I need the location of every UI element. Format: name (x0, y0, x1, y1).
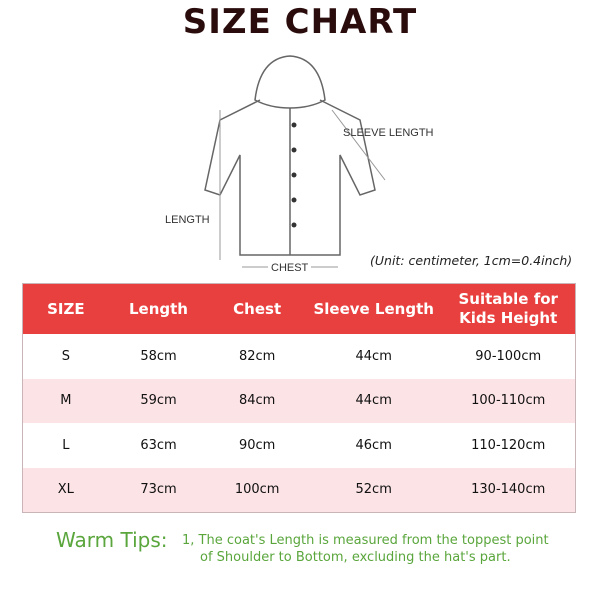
cell-chest: 82cm (238, 348, 276, 364)
table-row: S 58cm 82cm 44cm 90-100cm (23, 334, 576, 379)
cell-length: 58cm (140, 348, 177, 364)
chest-label: CHEST (268, 262, 312, 274)
table-row: XL 73cm 100cm 52cm 130-140cm (22, 467, 576, 513)
tip-line-2: of Shoulder to Bottom, excluding the hat… (200, 550, 511, 565)
cell-height: 130-140cm (441, 467, 576, 513)
cell-sleeve: 52cm (305, 467, 442, 513)
sleeve-length-label: SLEEVE LENGTH (343, 127, 434, 139)
cell-chest: 90cm (238, 437, 276, 453)
raincoat-diagram (204, 55, 386, 268)
unit-note: (Unit: centimeter, 1cm=0.4inch) (370, 253, 573, 268)
header-size: SIZE (22, 283, 109, 334)
cell-size: M (22, 378, 109, 423)
cell-size: L (62, 437, 70, 453)
cell-length: 59cm (108, 378, 209, 423)
header-sleeve-length: Sleeve Length (305, 283, 442, 334)
cell-size: XL (22, 467, 109, 513)
cell-height: 100-110cm (441, 378, 576, 423)
cell-chest: 100cm (208, 467, 306, 513)
cell-sleeve: 44cm (305, 378, 442, 423)
cell-sleeve: 46cm (355, 437, 392, 453)
length-label: LENGTH (165, 214, 210, 226)
cell-size: S (61, 348, 70, 364)
tip-line-1: 1, The coat's Length is measured from th… (182, 533, 549, 548)
table-header: SIZE Length Chest Sleeve Length Suitable… (22, 283, 576, 334)
header-length: Length (108, 283, 209, 334)
table-row: M 59cm 84cm 44cm 100-110cm (22, 378, 576, 423)
cell-length: 63cm (140, 437, 177, 453)
cell-sleeve: 44cm (355, 348, 392, 364)
page-title: SIZE CHART (182, 2, 418, 42)
cell-chest: 84cm (208, 378, 306, 423)
tips-heading: Warm Tips: (56, 528, 168, 552)
cell-height: 110-120cm (471, 437, 546, 453)
cell-length: 73cm (108, 467, 209, 513)
table-row: L 63cm 90cm 46cm 110-120cm (23, 423, 576, 468)
header-kids-height: Suitable for Kids Height (441, 283, 576, 334)
header-chest: Chest (208, 283, 306, 334)
cell-height: 90-100cm (475, 348, 542, 364)
size-table: SIZE Length Chest Sleeve Length Suitable… (22, 283, 576, 513)
